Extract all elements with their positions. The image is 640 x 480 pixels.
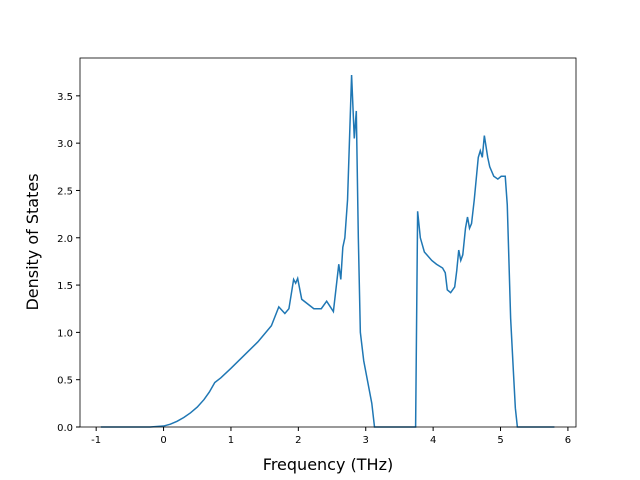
y-tick-label: 2.0 [57,234,73,245]
plot-frame [79,57,577,428]
data-line [100,74,555,428]
y-tick-label: 0.5 [57,376,73,387]
y-tick-label: 3.5 [57,92,73,103]
x-tick-label: -1 [91,435,101,446]
y-tick-label: 1.0 [57,328,73,339]
y-tick-label: 0.0 [57,423,73,434]
x-tick-label: 0 [160,435,166,446]
x-tick-label: 3 [363,435,369,446]
x-tick-label: 1 [228,435,234,446]
x-axis-label: Frequency (THz) [263,455,393,474]
x-tick-label: 6 [565,435,571,446]
y-tick-label: 2.5 [57,186,73,197]
x-tick-label: 2 [295,435,301,446]
x-tick-label: 4 [430,435,436,446]
y-tick-label: 3.0 [57,139,73,150]
x-tick-label: 5 [497,435,503,446]
y-axis-label: Density of States [23,173,42,310]
y-tick-label: 1.5 [57,281,73,292]
